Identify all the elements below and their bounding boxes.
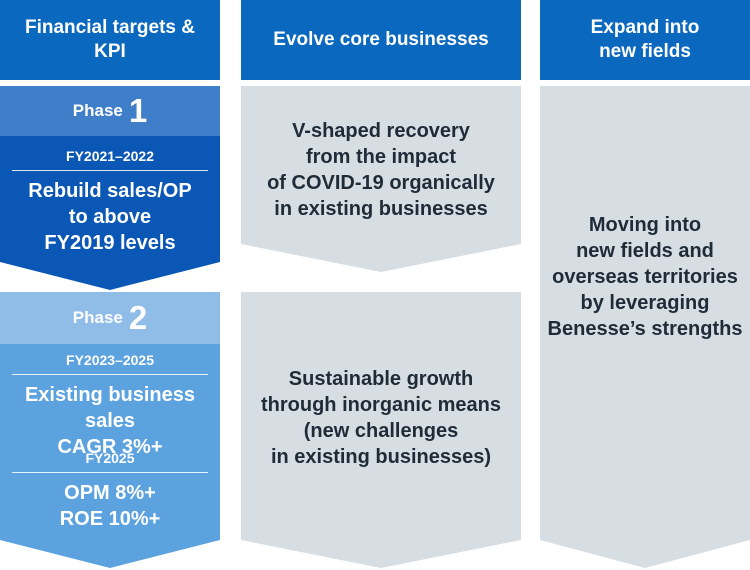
divider xyxy=(12,374,208,375)
header-line: Financial targets & xyxy=(25,17,195,38)
phase-number: 2 xyxy=(128,299,148,336)
text-line: overseas territories xyxy=(552,266,738,288)
text-line: from the impact xyxy=(305,146,457,168)
core-phase2-text: Sustainable growth through inorganic mea… xyxy=(241,366,521,470)
header-line: Expand into xyxy=(590,17,700,38)
text-line: in existing businesses) xyxy=(270,446,492,468)
text-line: Sustainable growth xyxy=(288,368,474,390)
phase2-title: Phase 2 xyxy=(0,292,220,344)
text-line: FY2019 levels xyxy=(44,232,176,254)
phase1-target: Rebuild sales/OP to above FY2019 levels xyxy=(0,178,220,256)
phase2-target2: OPM 8%+ ROE 10%+ xyxy=(0,480,220,532)
header-line: Evolve core businesses xyxy=(273,29,489,50)
text-line: CAGR 3%+ xyxy=(57,436,163,458)
divider xyxy=(12,472,208,473)
phase2-period2: FY2025 xyxy=(85,450,135,466)
text-line: in existing businesses xyxy=(274,198,488,220)
text-line: OPM 8%+ xyxy=(64,482,156,504)
phase2-target1: Existing business sales CAGR 3%+ xyxy=(0,382,220,460)
phase1-period: FY2021–2022 xyxy=(66,148,154,164)
phase2-chevron xyxy=(0,344,220,568)
header-financial-targets: Financial targets & KPI xyxy=(0,0,220,80)
phase-label: Phase xyxy=(72,101,123,120)
text-line: through inorganic means xyxy=(260,394,502,416)
header-evolve-core: Evolve core businesses xyxy=(241,0,521,80)
text-line: Existing business sales xyxy=(24,384,196,432)
text-line: Benesse’s strengths xyxy=(547,318,743,340)
text-line: V-shaped recovery xyxy=(292,120,470,142)
text-line: of COVID-19 organically xyxy=(267,172,495,194)
text-line: new fields and xyxy=(576,240,714,262)
text-line: ROE 10%+ xyxy=(59,508,161,530)
text-line: by leveraging xyxy=(580,292,710,314)
text-line: to above xyxy=(68,206,152,228)
phase-number: 1 xyxy=(128,92,148,129)
header-expand-new-fields: Expand into new fields xyxy=(540,0,750,80)
phase1-title: Phase 1 xyxy=(0,86,220,136)
core-phase1-text: V-shaped recovery from the impact of COV… xyxy=(241,118,521,222)
text-line: Rebuild sales/OP xyxy=(28,180,192,202)
core-phase2-chevron xyxy=(241,292,521,568)
core-phase1-chevron xyxy=(241,86,521,272)
phase2-period1: FY2023–2025 xyxy=(66,352,154,368)
header-line: KPI xyxy=(94,41,126,62)
new-fields-text: Moving into new fields and overseas terr… xyxy=(540,212,750,342)
header-line: new fields xyxy=(599,41,691,62)
new-fields-chevron xyxy=(540,86,750,568)
text-line: Moving into xyxy=(588,214,702,236)
phase2-title-band xyxy=(0,292,220,344)
phase1-title-band xyxy=(0,86,220,136)
divider xyxy=(12,170,208,171)
phase1-chevron xyxy=(0,136,220,290)
phase-label: Phase xyxy=(72,308,123,327)
text-line: (new challenges xyxy=(303,420,459,442)
